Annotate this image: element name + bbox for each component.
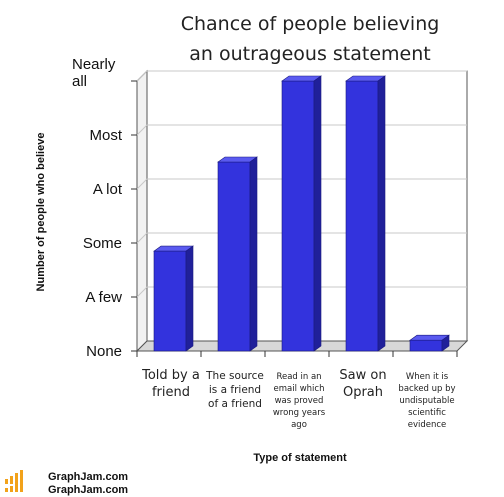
x-tick-label: The source is a friend of a friend [205, 370, 264, 410]
y-tick-label: A lot [93, 181, 123, 198]
y-tick-label: Some [83, 235, 122, 252]
gridline-side [136, 124, 148, 136]
chart-title: Chance of people believing an outrageous … [181, 13, 440, 65]
x-tick-label: Saw on Oprah [339, 368, 386, 400]
bar-front [281, 80, 315, 352]
bar-side [377, 75, 386, 352]
y-tick-label: A few [85, 289, 122, 306]
bar [217, 156, 258, 352]
bar-side [249, 156, 258, 352]
bar-front [409, 339, 443, 352]
y-tick-label: None [86, 343, 122, 360]
bar [281, 75, 322, 352]
y-tick-label: Most [89, 127, 122, 144]
bar-front [345, 80, 379, 352]
y-tick-labels: None A few Some A lot Most Nearly all [72, 56, 137, 360]
y-tick-label: Nearly all [72, 56, 116, 90]
bar-front [153, 250, 187, 352]
watermark-line-2: GraphJam.com [48, 484, 129, 496]
chart-title-line-1: Chance of people believing [181, 13, 440, 35]
graph-bars-icon [5, 470, 23, 492]
bars [153, 75, 450, 352]
bar-side [313, 75, 322, 352]
bar [345, 75, 386, 352]
bar [153, 245, 194, 352]
bar-side [185, 245, 194, 352]
x-tick-label: Read in an email which was proved wrong yea… [273, 372, 326, 430]
gridline-side [136, 286, 148, 298]
plot-side-wall [136, 69, 148, 353]
chart-title-line-2: an outrageous statement [189, 43, 430, 65]
gridline-side [136, 232, 148, 244]
x-tick-label: Told by a friend [141, 368, 200, 400]
bar-front [217, 161, 251, 352]
gridline-side [136, 178, 148, 190]
bar-side [441, 334, 450, 352]
x-axis-label: Type of statement [253, 452, 347, 464]
gridline-side [136, 70, 148, 82]
bar [409, 334, 450, 352]
x-tick-label: When it is backed up by undisputable scient… [398, 372, 455, 430]
watermark-line-1: GraphJam.com [48, 471, 129, 483]
y-axis-label: Number of people who believe [35, 133, 47, 292]
